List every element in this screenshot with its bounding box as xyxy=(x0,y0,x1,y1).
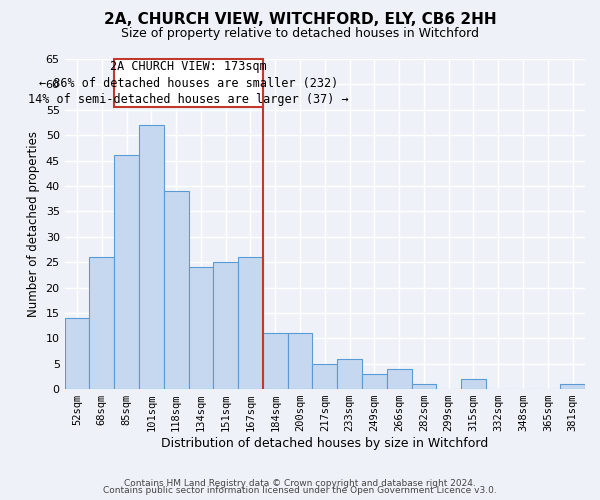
Bar xyxy=(89,257,114,389)
Bar xyxy=(287,333,313,389)
Text: 2A, CHURCH VIEW, WITCHFORD, ELY, CB6 2HH: 2A, CHURCH VIEW, WITCHFORD, ELY, CB6 2HH xyxy=(104,12,496,28)
Y-axis label: Number of detached properties: Number of detached properties xyxy=(27,131,40,317)
Bar xyxy=(65,318,89,389)
Bar xyxy=(188,267,213,389)
Bar xyxy=(461,379,486,389)
Bar xyxy=(164,191,188,389)
Text: 2A CHURCH VIEW: 173sqm: 2A CHURCH VIEW: 173sqm xyxy=(110,60,267,73)
Text: Contains HM Land Registry data © Crown copyright and database right 2024.: Contains HM Land Registry data © Crown c… xyxy=(124,478,476,488)
Bar xyxy=(114,156,139,389)
Bar xyxy=(387,369,412,389)
Bar xyxy=(560,384,585,389)
X-axis label: Distribution of detached houses by size in Witchford: Distribution of detached houses by size … xyxy=(161,437,488,450)
Bar xyxy=(238,257,263,389)
Bar xyxy=(412,384,436,389)
Bar xyxy=(139,125,164,389)
Text: ← 86% of detached houses are smaller (232): ← 86% of detached houses are smaller (23… xyxy=(39,77,338,90)
Text: Size of property relative to detached houses in Witchford: Size of property relative to detached ho… xyxy=(121,28,479,40)
Bar xyxy=(213,262,238,389)
Bar xyxy=(313,364,337,389)
Bar xyxy=(362,374,387,389)
Text: Contains public sector information licensed under the Open Government Licence v3: Contains public sector information licen… xyxy=(103,486,497,495)
Bar xyxy=(337,358,362,389)
FancyBboxPatch shape xyxy=(114,59,263,107)
Bar xyxy=(263,333,287,389)
Text: 14% of semi-detached houses are larger (37) →: 14% of semi-detached houses are larger (… xyxy=(28,93,349,106)
